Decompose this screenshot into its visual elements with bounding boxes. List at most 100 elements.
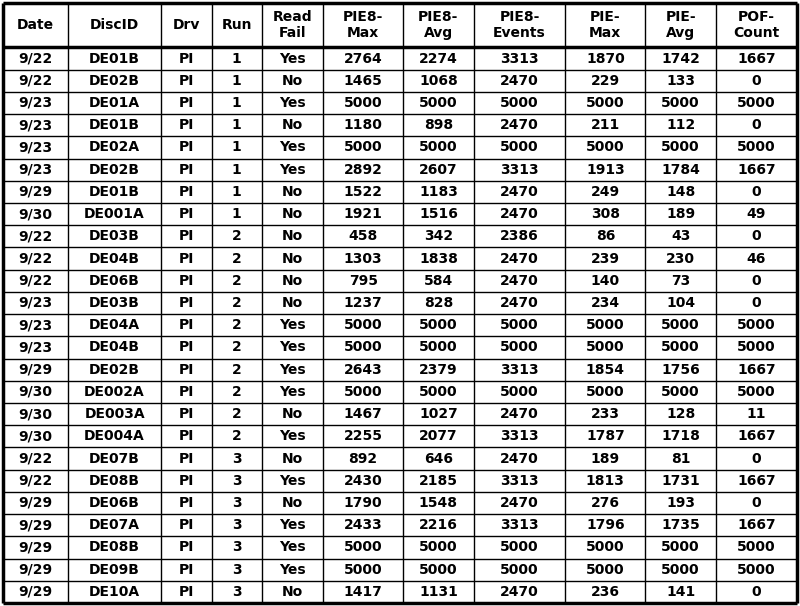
Bar (646, 403, 716, 425)
Text: 2470: 2470 (500, 585, 539, 599)
Bar (646, 203, 716, 225)
Text: PI: PI (178, 207, 194, 221)
Bar (323, 292, 403, 314)
Text: 1467: 1467 (344, 407, 382, 421)
Bar (323, 381, 403, 403)
Text: 0: 0 (752, 74, 762, 88)
Text: 46: 46 (746, 251, 766, 265)
Text: 234: 234 (590, 296, 620, 310)
Text: 5000: 5000 (500, 341, 539, 355)
Text: Yes: Yes (279, 518, 306, 532)
Text: Date: Date (17, 18, 54, 32)
Bar (262, 492, 323, 514)
Bar (161, 136, 211, 159)
Text: 828: 828 (424, 296, 453, 310)
Text: 5000: 5000 (662, 541, 700, 554)
Text: 5000: 5000 (344, 385, 382, 399)
Bar (211, 114, 262, 136)
Bar (474, 447, 566, 470)
Bar (716, 159, 797, 181)
Text: 11: 11 (746, 407, 766, 421)
Bar (68, 181, 161, 203)
Bar (211, 336, 262, 359)
Bar (474, 225, 566, 247)
Bar (211, 559, 262, 581)
Bar (211, 425, 262, 447)
Text: 276: 276 (591, 496, 620, 510)
Text: 9/22: 9/22 (18, 74, 53, 88)
Bar (68, 536, 161, 559)
Bar (161, 225, 211, 247)
Bar (3, 92, 68, 114)
Bar (474, 203, 566, 225)
Text: PI: PI (178, 185, 194, 199)
Bar (211, 92, 262, 114)
Text: 5000: 5000 (419, 318, 458, 332)
Bar (646, 47, 716, 70)
Text: 49: 49 (746, 207, 766, 221)
Bar (211, 225, 262, 247)
Text: 2379: 2379 (419, 362, 458, 377)
Text: 898: 898 (424, 118, 453, 132)
Text: DE10A: DE10A (89, 585, 140, 599)
Text: PI: PI (178, 474, 194, 488)
Text: 5000: 5000 (586, 385, 625, 399)
Bar (3, 225, 68, 247)
Bar (3, 136, 68, 159)
Bar (262, 270, 323, 292)
Text: 2433: 2433 (344, 518, 382, 532)
Bar (68, 70, 161, 92)
Text: 1: 1 (232, 118, 242, 132)
Text: No: No (282, 74, 303, 88)
Bar (716, 114, 797, 136)
Bar (211, 247, 262, 270)
Bar (566, 3, 646, 47)
Bar (68, 314, 161, 336)
Text: 9/30: 9/30 (18, 407, 53, 421)
Bar (566, 492, 646, 514)
Text: 73: 73 (671, 274, 690, 288)
Bar (323, 336, 403, 359)
Text: 2274: 2274 (419, 52, 458, 65)
Bar (474, 536, 566, 559)
Bar (211, 492, 262, 514)
Bar (211, 470, 262, 492)
Bar (566, 270, 646, 292)
Text: 2216: 2216 (419, 518, 458, 532)
Text: Yes: Yes (279, 318, 306, 332)
Text: DE06B: DE06B (89, 274, 140, 288)
Bar (474, 92, 566, 114)
Bar (68, 92, 161, 114)
Text: 2470: 2470 (500, 296, 539, 310)
Bar (3, 403, 68, 425)
Text: 1667: 1667 (737, 162, 776, 177)
Bar (161, 114, 211, 136)
Text: 2470: 2470 (500, 274, 539, 288)
Text: 1: 1 (232, 74, 242, 88)
Bar (68, 3, 161, 47)
Text: 1183: 1183 (419, 185, 458, 199)
Bar (716, 3, 797, 47)
Text: 2185: 2185 (419, 474, 458, 488)
Bar (262, 447, 323, 470)
Text: 1: 1 (232, 96, 242, 110)
Bar (646, 425, 716, 447)
Bar (646, 492, 716, 514)
Bar (474, 270, 566, 292)
Bar (161, 336, 211, 359)
Text: 1667: 1667 (737, 429, 776, 444)
Text: 1731: 1731 (662, 474, 700, 488)
Bar (403, 3, 474, 47)
Bar (161, 181, 211, 203)
Text: 0: 0 (752, 451, 762, 465)
Text: 141: 141 (666, 585, 695, 599)
Bar (716, 359, 797, 381)
Text: PI: PI (178, 362, 194, 377)
Text: 9/23: 9/23 (18, 341, 53, 355)
Bar (646, 247, 716, 270)
Text: PI: PI (178, 385, 194, 399)
Text: DE08B: DE08B (89, 474, 140, 488)
Bar (211, 270, 262, 292)
Text: 5000: 5000 (662, 96, 700, 110)
Bar (211, 381, 262, 403)
